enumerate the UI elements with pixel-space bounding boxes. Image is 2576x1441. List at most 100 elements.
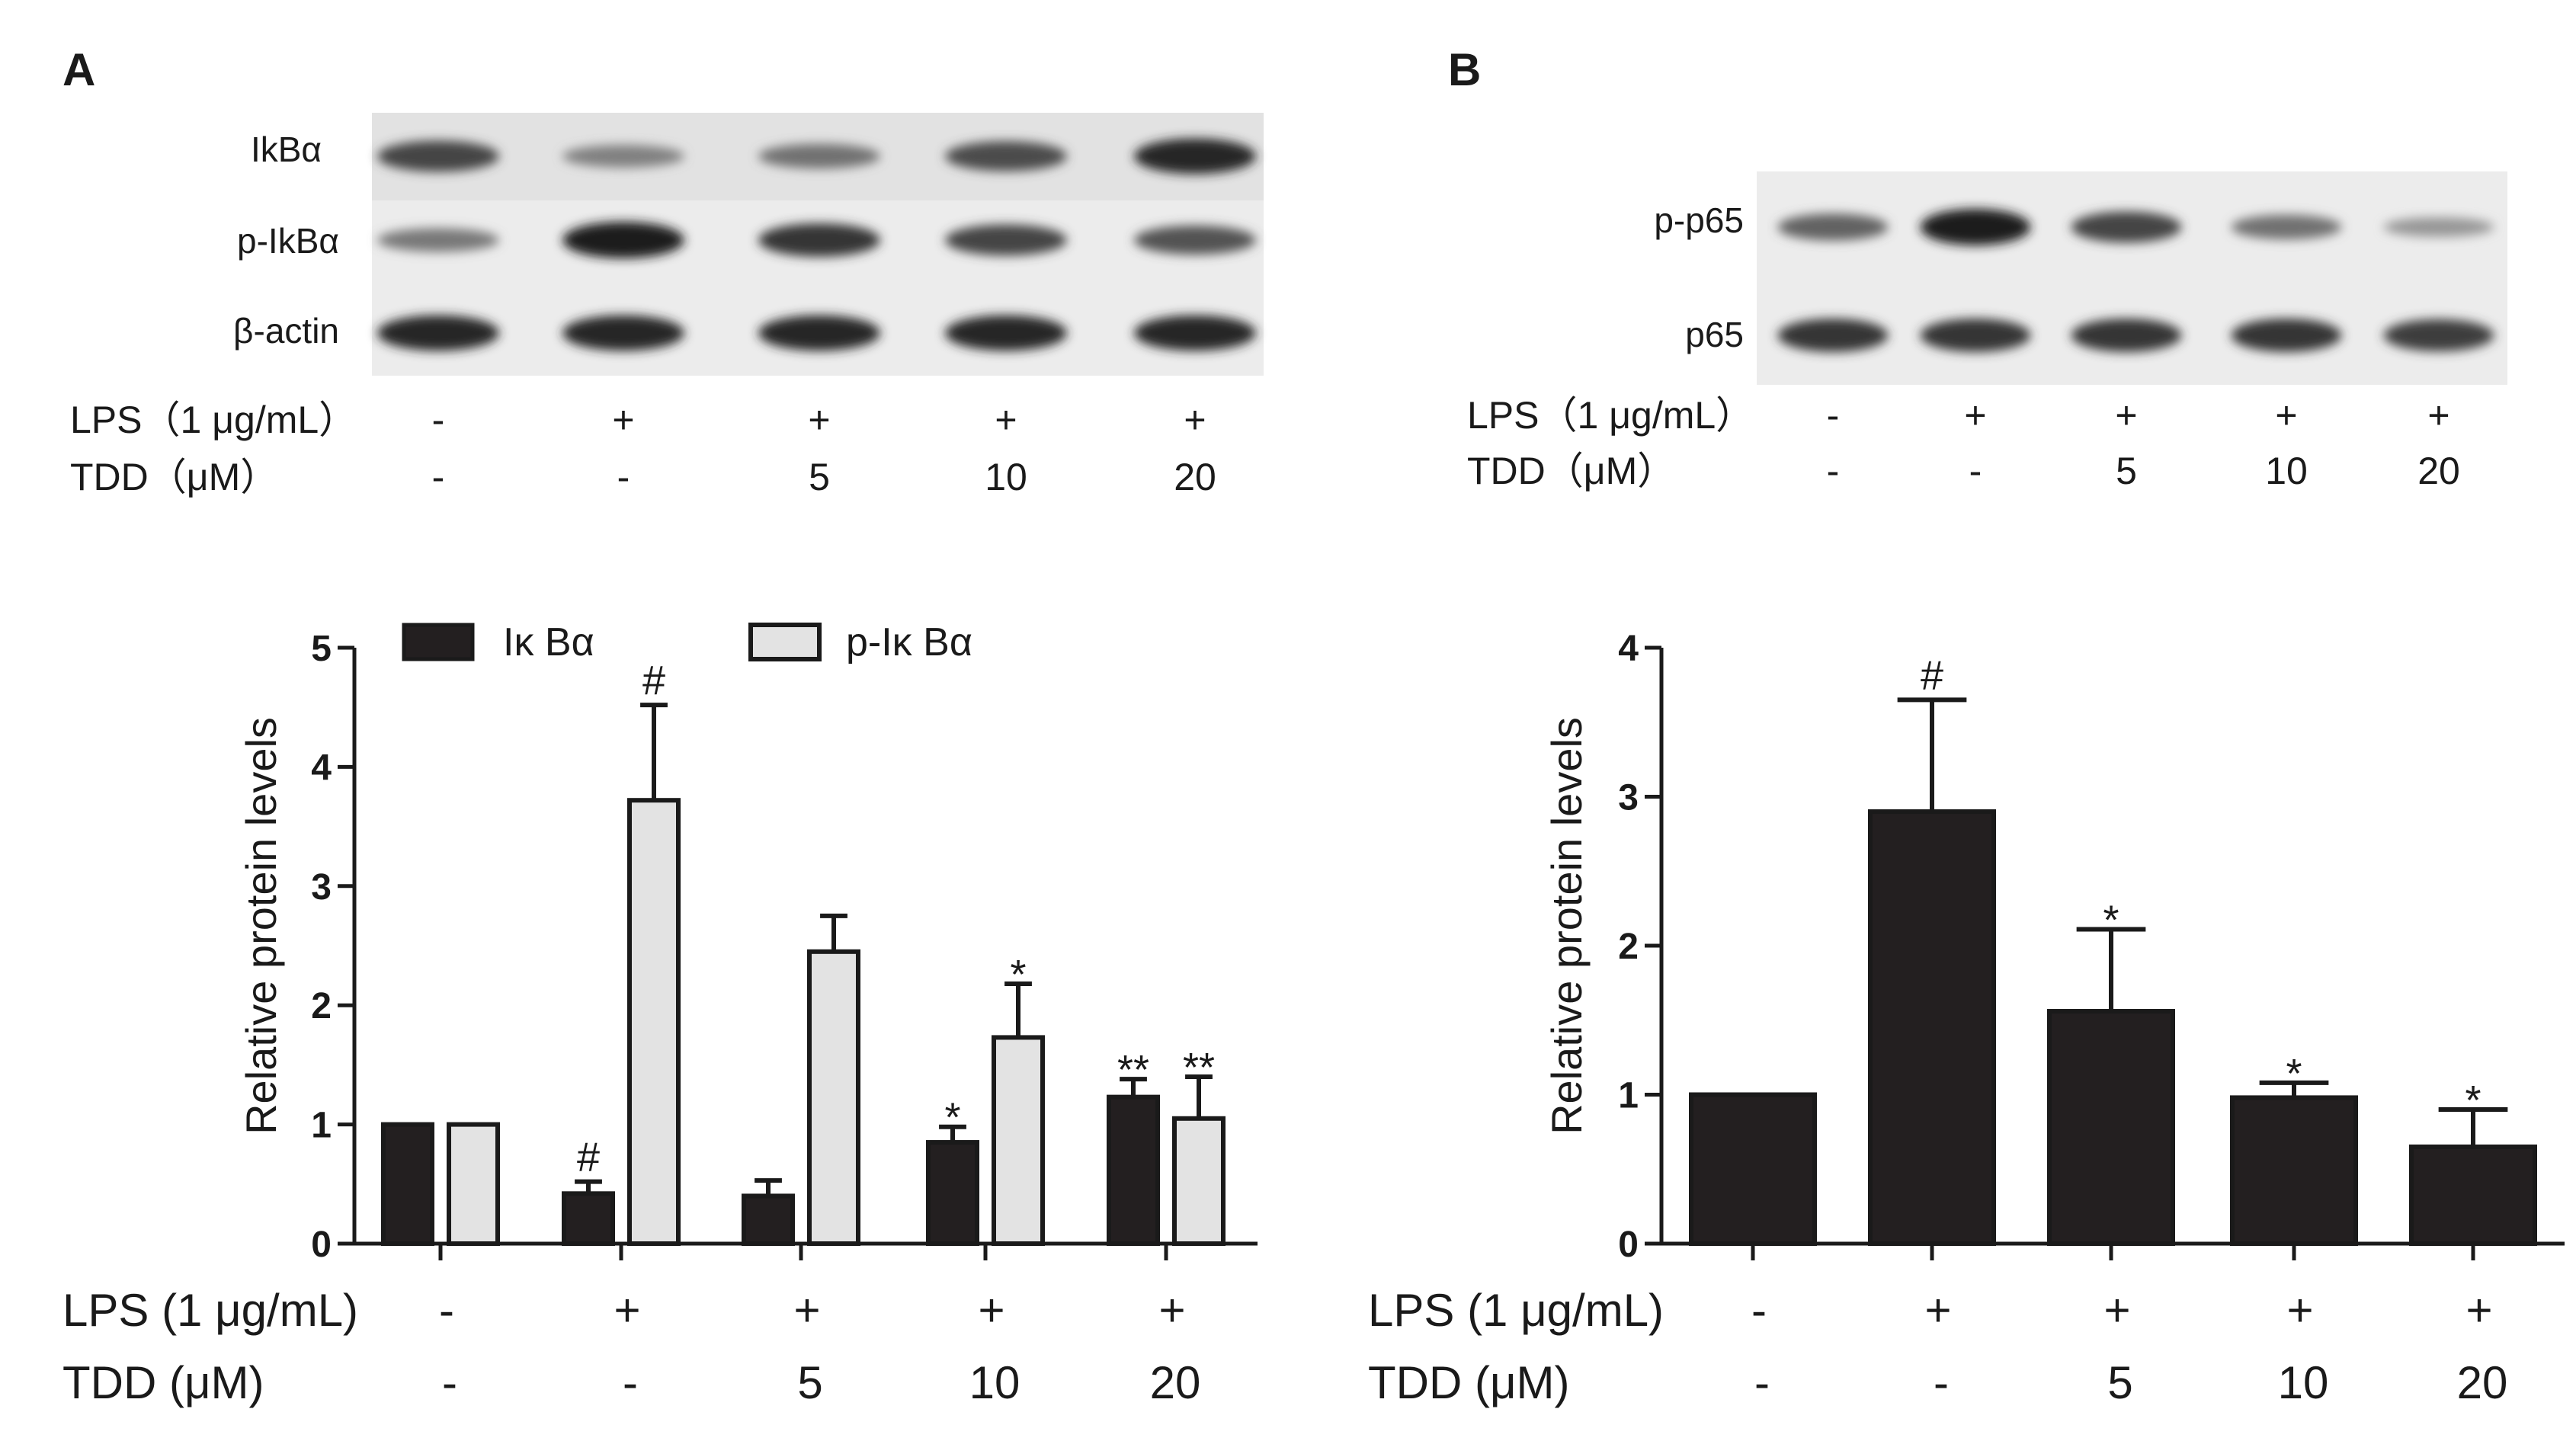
chart-b-tdd-value-4: 20 [2457,1357,2508,1408]
blot-b-row-label-0: p-p65 [1654,200,1744,240]
blot-tdd-value-1: - [617,456,630,498]
chart-a-marker-s0-4: ** [1117,1047,1149,1093]
chart-b-ytick-label-0: 0 [1618,1225,1639,1265]
chart-b-lps-label: LPS (1 μg/mL) [1368,1285,1664,1336]
chart-a-tdd-value-2: 5 [797,1357,822,1408]
chart-b-bar-s0-1 [1868,809,1996,1247]
chart-a-lps-value-1: + [614,1285,640,1336]
chart-a-ytick-label-2: 2 [311,986,332,1026]
chart-a-marker-s0-3: * [944,1095,960,1141]
blot-band-1-2 [758,223,880,257]
blot-tdd-value-4: 20 [2417,450,2460,492]
blot-lps-value-3: + [995,399,1017,441]
legend-swatch-p-ikba [748,623,822,661]
blot-b-row-label-1: p65 [1685,315,1744,354]
chart-a-bar-s1-2 [807,949,860,1246]
chart-a-tdd-value-1: - [623,1357,638,1408]
chart-b-ylabel: Relative protein levels [1543,717,1591,1135]
blot-band-0-4 [1134,138,1256,175]
blot-band-1-4 [2383,319,2494,352]
blot-a-row-label-1: p-IkBα [237,221,339,261]
chart-b-marker-s0-4: * [2465,1078,2481,1123]
chart-b-bar-s0-3 [2230,1095,2358,1247]
chart-a-lps-value-0: - [439,1285,454,1336]
blot-band-0-3 [945,141,1067,171]
blot-a-lps-label: LPS（1 μg/mL） [70,399,357,441]
blot-band-1-0 [377,228,499,252]
chart-b-bar-s0-4 [2409,1144,2537,1247]
blot-band-0-2 [2071,211,2182,243]
chart-b-marker-s0-1: # [1921,652,1943,698]
blot-tdd-value-1: - [1969,450,1982,492]
chart-a-ytick-label-5: 5 [311,629,332,669]
chart-a-lps-value-3: + [978,1285,1004,1336]
chart-a-bar-s1-4 [1172,1116,1226,1247]
chart-b-bar-s0-2 [2047,1009,2175,1247]
blot-b-tdd-label: TDD（μM） [1467,450,1675,492]
blot-lps-value-4: + [2427,394,2449,437]
blot-a-row-label-0: IkBα [251,130,322,169]
blot-band-1-1 [1920,319,2031,352]
panel-letter-b: B [1448,44,1481,95]
blot-band-1-0 [1777,319,1889,352]
chart-b-ytick-label-2: 2 [1618,927,1639,967]
blot-band-0-1 [1920,209,2031,245]
blot-lps-value-0: - [432,399,445,441]
chart-b-lps-value-0: - [1751,1285,1767,1336]
blot-band-0-1 [562,145,684,168]
chart-a-tdd-value-4: 20 [1150,1357,1201,1408]
chart-a-bar-s1-3 [992,1035,1045,1246]
blot-tdd-value-2: 5 [809,456,830,498]
blot-band-2-1 [562,315,684,351]
blot-tdd-value-3: 10 [985,456,1027,498]
blot-b-membrane [1757,171,2507,385]
blot-lps-value-3: + [2275,394,2297,437]
blot-lps-value-1: + [1964,394,1986,437]
chart-a-marker-s1-3: * [1010,952,1026,997]
blot-band-1-4 [1134,225,1256,255]
chart-a-ytick-label-4: 4 [311,748,332,788]
blot-band-2-4 [1134,315,1256,351]
blot-tdd-value-2: 5 [2116,450,2137,492]
chart-b-tdd-value-2: 5 [2107,1357,2132,1408]
blot-lps-value-0: - [1827,394,1840,437]
blot-band-1-1 [562,222,684,258]
chart-b-marker-s0-3: * [2286,1051,2302,1097]
chart-b-lps-value-3: + [2286,1285,2313,1336]
chart-a-bar-s1-0 [447,1122,500,1246]
chart-b-lps-value-4: + [2465,1285,2492,1336]
blot-a-tdd-label: TDD（μM） [70,456,278,498]
chart-a-ylabel: Relative protein levels [237,717,285,1135]
panel-letter-a: A [62,44,95,95]
chart-b-tdd-value-0: - [1754,1357,1770,1408]
chart-a-ytick-label-0: 0 [311,1225,332,1265]
blot-lps-value-4: + [1184,399,1206,441]
blot-band-0-0 [377,140,499,172]
blot-band-0-3 [2231,214,2342,240]
blot-band-0-4 [2383,217,2494,237]
blot-lps-value-2: + [2115,394,2137,437]
chart-a-bar-s0-0 [381,1122,434,1246]
chart-a-bar-s0-4 [1107,1094,1160,1247]
blot-a: IkBα p-IkBα β-actin LPS（1 μg/mL） TDD（μM）… [70,113,1264,498]
blot-band-2-2 [758,315,880,351]
chart-b-ytick-label-1: 1 [1618,1076,1639,1116]
blot-tdd-value-4: 20 [1174,456,1216,498]
blot-b: p-p65 p65 LPS（1 μg/mL） TDD（μM） - + + + + - - 5 1… [1467,171,2507,492]
chart-b-lps-value-1: + [1924,1285,1951,1336]
blot-tdd-value-0: - [1827,450,1840,492]
chart-b-ytick-label-4: 4 [1618,629,1639,669]
chart-b-tdd-label: TDD (μM) [1368,1357,1570,1408]
blot-tdd-value-3: 10 [2265,450,2308,492]
chart-a-marker-s0-1: # [577,1135,600,1180]
chart-b: Relative protein levels 0 1 2 3 4 # * * * LPS (… [1368,629,2565,1408]
blot-band-1-2 [2071,319,2182,352]
blot-tdd-value-0: - [432,456,445,498]
blot-band-2-0 [377,315,499,351]
chart-a-tdd-label: TDD (μM) [62,1357,264,1408]
legend-swatch-ikba [402,623,475,661]
chart-a-bar-s0-1 [562,1191,615,1247]
chart-a-bar-s1-1 [627,798,681,1246]
